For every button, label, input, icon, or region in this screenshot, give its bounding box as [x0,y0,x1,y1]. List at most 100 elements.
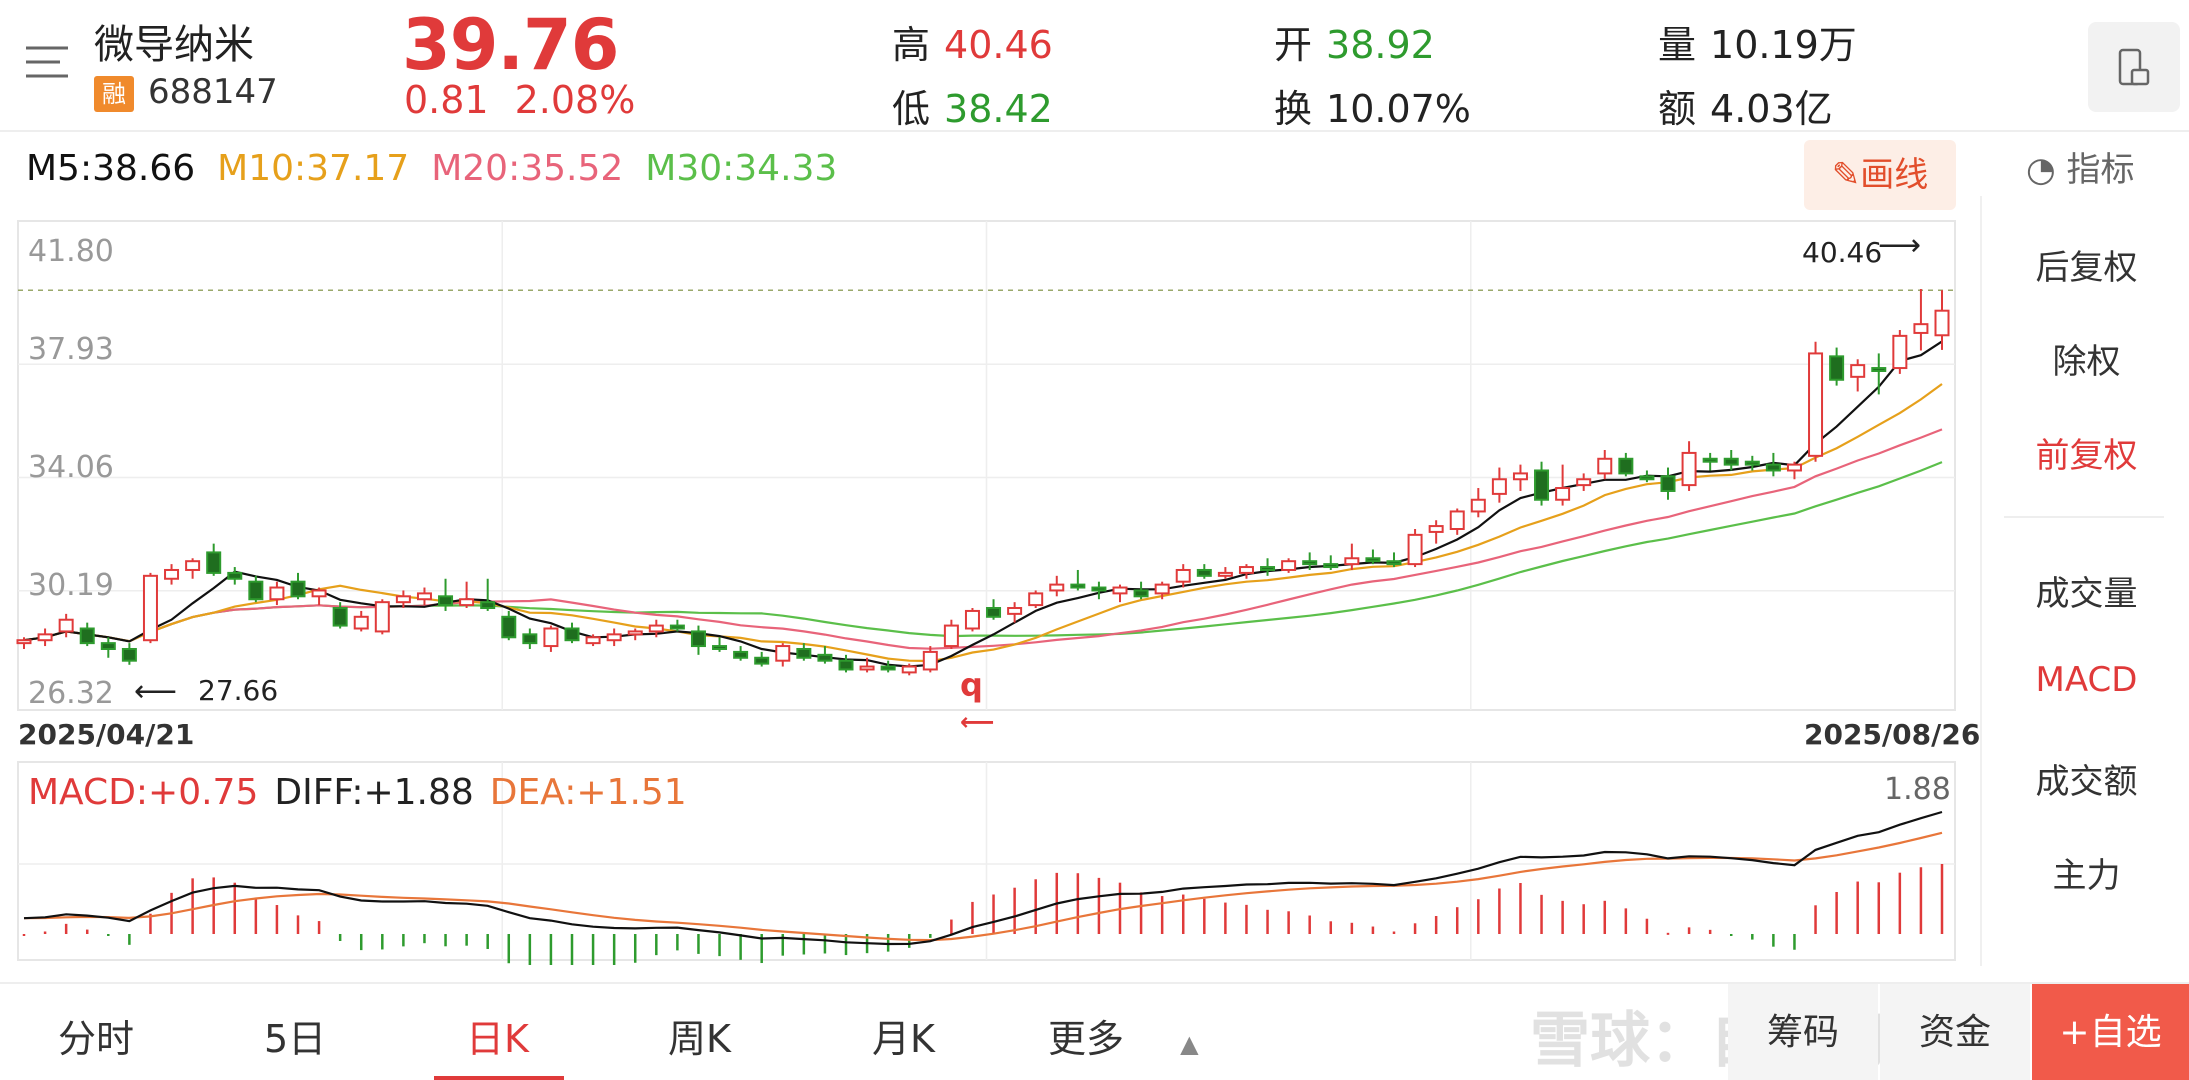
candlestick [817,646,833,664]
candle-body [901,665,917,674]
change-percent: 2.08% [514,78,636,122]
candle-body [206,551,222,574]
ma30-line [23,461,1943,643]
candle-body [1407,533,1423,566]
quote-high: 高 40.46 [892,14,1053,69]
open-value: 38.92 [1326,23,1435,67]
y-tick-label: 37.93 [28,332,114,367]
candlestick [1260,558,1276,576]
volume-value: 10.19万 [1710,23,1857,67]
candle-body [606,633,622,642]
candle-body [712,645,728,650]
candlestick [1154,581,1170,600]
capital-flow-button[interactable]: 资金 [1880,984,2030,1080]
candlestick [501,610,517,641]
candlestick [1829,347,1845,386]
candle-body [1786,463,1802,472]
side-item-macd[interactable]: MACD [2035,660,2138,700]
tab-monthly-k[interactable]: 月K [872,1017,935,1061]
candlestick [1238,564,1254,579]
candle-body [859,665,875,671]
candlestick [1407,529,1423,568]
chip-distribution-button[interactable]: 筹码 [1728,984,1878,1080]
candle-body [1112,586,1128,595]
candle-body [1028,592,1044,607]
rotate-screen-icon [2118,48,2150,86]
candlestick [374,599,390,635]
candle-body [775,645,791,662]
candlestick [838,654,854,673]
price-change: 0.81 2.08% [404,78,635,122]
candlestick [1470,488,1486,518]
side-item-back-adjust[interactable]: 后复权 [2035,248,2138,288]
candlestick [1386,552,1402,568]
candle-body [733,650,749,659]
candle-body [1365,557,1381,563]
candle-body [1491,478,1507,495]
candlestick [206,543,222,576]
candle-body [1091,586,1107,592]
side-item-turnover-amount[interactable]: 成交额 [2035,762,2138,802]
candle-body [796,647,812,659]
draw-line-button[interactable]: ✎画线 [1804,140,1956,210]
candlestick [416,587,432,606]
tab-5day[interactable]: 5日 [264,1017,327,1061]
candlestick [712,637,728,652]
macd-chart[interactable] [0,760,1960,965]
candlestick [1576,473,1592,491]
tab-more[interactable]: 更多 ▲ [1048,1008,1199,1063]
ma5-line [23,340,1943,668]
landscape-toggle-button[interactable] [2088,22,2180,112]
candlestick [269,581,285,606]
candle-body [1175,568,1191,583]
indicator-button[interactable]: ◔ 指标 [2026,142,2134,191]
candlestick [901,663,917,676]
candlestick [1070,569,1086,591]
right-arrow-icon: ⟶ [1878,228,1922,263]
candle-body [1913,323,1929,334]
candle-body [522,633,538,645]
side-item-main-force[interactable]: 主力 [2052,856,2121,896]
stock-name: 微导纳米 [94,22,254,68]
candlestick [1765,452,1781,477]
candlestick [1028,590,1044,609]
candlestick [1702,452,1718,471]
gauge-icon: ◔ [2026,150,2056,190]
candlestick [1091,581,1107,600]
side-item-forward-adjust[interactable]: 前复权 [2035,436,2138,476]
side-item-volume[interactable]: 成交量 [2035,574,2138,614]
candle-body [1133,589,1149,598]
candle-body [1576,478,1592,487]
candle-body [817,653,833,662]
candle-body [1597,457,1613,475]
side-item-ex-rights[interactable]: 除权 [2052,342,2121,382]
candle-body [1681,451,1697,487]
add-watchlist-button[interactable]: +自选 [2032,984,2189,1080]
tab-intraday[interactable]: 分时 [58,1017,135,1061]
candle-body [627,630,643,636]
candlestick [1660,467,1676,500]
tab-daily-k[interactable]: 日K [466,1017,529,1061]
candle-body [290,580,306,598]
open-label: 开 [1274,23,1313,67]
candlestick [480,578,496,611]
stock-code: 688147 [148,72,278,112]
candle-body [1555,487,1571,501]
candlestick [1007,602,1023,623]
candlestick [1323,555,1339,570]
min-price-label: 27.66 [198,674,279,707]
menu-icon[interactable] [24,42,70,82]
candle-body [395,595,411,604]
candlestick [627,628,643,641]
y-tick-label: 26.32 [28,676,114,711]
candle-body [1829,355,1845,381]
quote-low: 低 38.42 [892,78,1053,133]
volume-label: 量 [1658,23,1697,67]
candle-body [58,618,74,633]
tab-weekly-k[interactable]: 周K [668,1017,731,1061]
quote-volume: 量 10.19万 [1658,14,1857,69]
kline-chart[interactable] [0,215,1960,720]
event-marker[interactable]: q ⟵ [960,668,994,739]
candle-body [480,601,496,610]
candle-body [1534,469,1550,501]
